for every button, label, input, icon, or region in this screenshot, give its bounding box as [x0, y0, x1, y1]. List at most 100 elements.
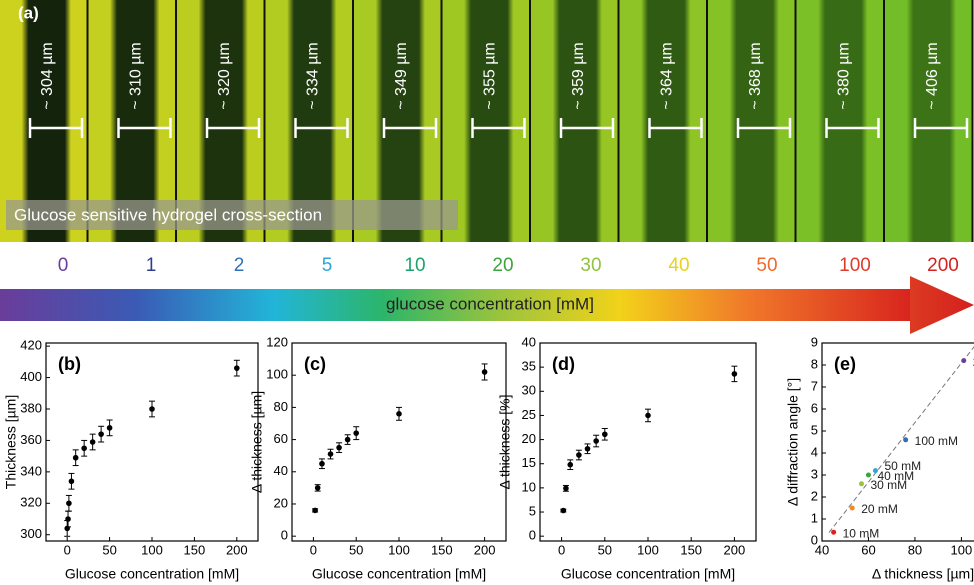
point-label: 10 mM	[843, 526, 880, 540]
x-axis-label: Glucose concentration [mM]	[561, 566, 735, 582]
x-tick-label: 200	[724, 542, 746, 557]
y-tick-label: 40	[522, 334, 536, 349]
panel-label: (a)	[18, 3, 39, 22]
data-point	[903, 437, 909, 443]
x-tick-label: 50	[598, 542, 612, 557]
thickness-label: ~ 359 µm	[570, 42, 587, 109]
panel-gap	[617, 0, 620, 242]
x-tick-label: 0	[64, 542, 71, 557]
y-tick-label: 320	[20, 495, 42, 510]
panel-label: (e)	[834, 354, 856, 374]
data-point	[319, 460, 325, 467]
point-label: 2	[973, 355, 974, 369]
data-point	[872, 468, 878, 474]
y-tick-label: 80	[274, 399, 288, 414]
concentration-label: 20	[492, 255, 513, 276]
y-tick-label: 360	[20, 432, 42, 447]
panel-gap	[971, 0, 974, 242]
thickness-label: ~ 310 µm	[128, 42, 145, 109]
data-point	[344, 436, 351, 443]
data-point	[65, 516, 71, 522]
data-point	[81, 445, 87, 452]
y-tick-label: 20	[522, 431, 536, 446]
concentration-label: 40	[668, 255, 689, 276]
data-point	[849, 505, 855, 511]
x-tick-label: 150	[431, 542, 453, 557]
y-tick-label: 6	[811, 400, 818, 415]
y-tick-label: 0	[281, 528, 288, 543]
y-tick-label: 8	[811, 356, 818, 371]
data-point	[567, 461, 574, 468]
y-tick-label: 15	[522, 455, 536, 470]
concentration-label: 0	[58, 255, 69, 276]
arrow-label: glucose concentration [mM]	[386, 294, 594, 313]
data-point	[98, 431, 104, 437]
data-point	[396, 411, 402, 417]
data-point	[68, 478, 75, 485]
panel-gap	[794, 0, 797, 242]
gradient-arrow-body	[0, 289, 912, 321]
data-point	[859, 481, 864, 487]
concentration-label: 2	[234, 255, 245, 276]
data-point	[66, 500, 72, 507]
data-point	[353, 430, 360, 436]
thickness-label: ~ 320 µm	[216, 42, 233, 109]
data-point	[576, 452, 582, 458]
y-tick-label: 420	[20, 338, 42, 353]
data-point	[336, 444, 342, 451]
point-label: 40 mM	[877, 469, 914, 483]
concentration-label: 1	[146, 255, 157, 276]
data-point	[106, 425, 113, 431]
data-point	[312, 507, 318, 514]
y-tick-label: 1	[811, 510, 818, 525]
data-point	[961, 358, 967, 364]
panel-label: (c)	[304, 354, 326, 374]
photo-panel	[885, 0, 972, 242]
panel-gap	[175, 0, 177, 242]
y-tick-label: 120	[266, 334, 288, 349]
data-point	[831, 529, 837, 535]
data-point	[560, 507, 567, 514]
x-axis-label: Δ thickness [µm]	[872, 566, 974, 582]
x-tick-label: 80	[908, 542, 922, 557]
concentration-label: 5	[322, 255, 333, 276]
x-tick-label: 100	[388, 542, 410, 557]
panel-gap	[263, 0, 266, 242]
plot-frame	[821, 342, 974, 542]
x-axis-label: Glucose concentration [mM]	[65, 566, 239, 582]
x-tick-label: 100	[141, 542, 163, 557]
point-label: 30 mM	[871, 478, 908, 492]
y-tick-label: 60	[274, 431, 288, 446]
thickness-label: ~ 349 µm	[393, 42, 410, 109]
y-tick-label: 7	[811, 378, 818, 393]
y-tick-label: 340	[20, 463, 42, 478]
concentration-label: 10	[404, 255, 425, 276]
y-tick-label: 35	[522, 359, 536, 374]
data-point	[314, 485, 321, 491]
y-tick-label: 20	[274, 495, 288, 510]
data-point	[149, 406, 155, 412]
x-tick-label: 150	[680, 542, 702, 557]
x-tick-label: 50	[102, 542, 116, 557]
x-tick-label: 50	[349, 542, 363, 557]
thickness-label: ~ 334 µm	[305, 42, 322, 109]
panel-gap	[86, 0, 89, 242]
data-point	[645, 412, 651, 419]
y-tick-label: 9	[811, 334, 818, 349]
y-tick-label: 10	[522, 479, 536, 494]
thickness-label: ~ 304 µm	[39, 42, 56, 109]
y-axis-label: Δ thickness [µm]	[249, 391, 265, 493]
concentration-label: 30	[580, 255, 601, 276]
y-tick-label: 2	[811, 488, 818, 503]
thickness-label: ~ 355 µm	[482, 42, 499, 109]
panel-gap	[883, 0, 885, 242]
data-point	[593, 438, 599, 444]
data-point	[731, 371, 738, 377]
data-point	[327, 451, 334, 457]
concentration-label: 50	[756, 255, 777, 276]
y-tick-label: 0	[811, 532, 818, 547]
caption-box	[6, 200, 458, 230]
y-axis-label: Thickness [µm]	[3, 395, 19, 489]
point-label: 20 mM	[861, 502, 898, 516]
